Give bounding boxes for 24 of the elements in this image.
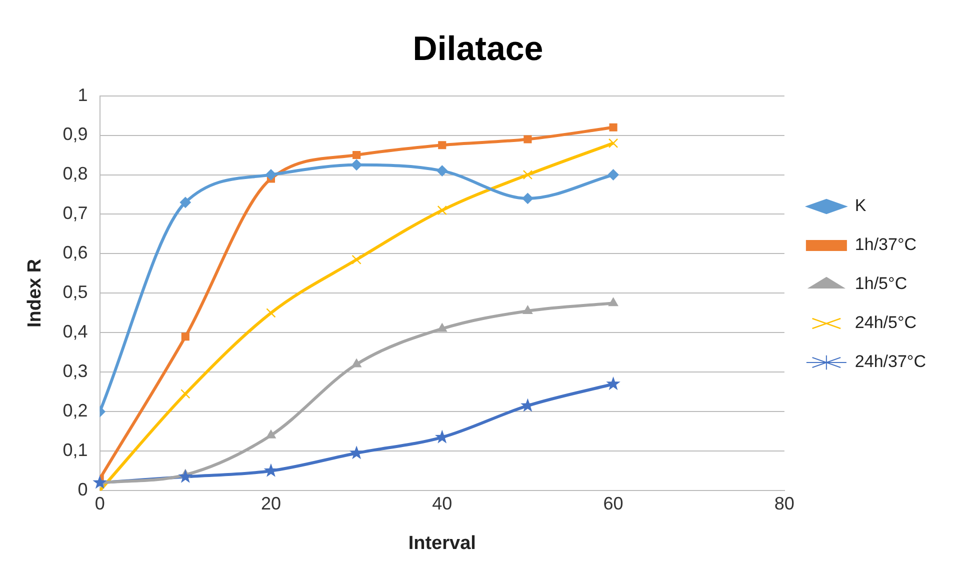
legend-label: 1h/5°C (854, 274, 908, 294)
y-tick-label: 0,9 (62, 124, 88, 144)
y-tick-label: 0,5 (62, 282, 88, 302)
y-tick-label: 0,3 (62, 361, 88, 382)
legend-label: K (854, 196, 867, 216)
y-tick-label: 1 (78, 84, 88, 105)
y-tick-label: 0,6 (62, 242, 88, 263)
x-tick-label: 20 (260, 493, 281, 514)
legend-label: 24h/37°C (854, 352, 926, 372)
y-tick-label: 0,8 (62, 164, 88, 184)
y-axis-title: Index R (24, 258, 46, 328)
x-tick-label: 60 (603, 493, 624, 514)
x-tick-label: 80 (774, 493, 794, 514)
x-axis-title: Interval (408, 532, 476, 554)
y-tick-label: 0,1 (62, 440, 88, 460)
y-tick-label: 0,7 (62, 203, 88, 224)
legend-label: 1h/37°C (854, 235, 917, 254)
y-tick-label: 0 (78, 480, 88, 500)
y-tick-label: 0,2 (62, 400, 88, 421)
legend-label: 24h/5°C (854, 313, 917, 332)
chart-title: Dilatace (412, 30, 544, 68)
y-tick-label: 0,4 (62, 322, 88, 342)
x-tick-label: 40 (432, 493, 452, 514)
x-tick-label: 0 (94, 493, 105, 514)
